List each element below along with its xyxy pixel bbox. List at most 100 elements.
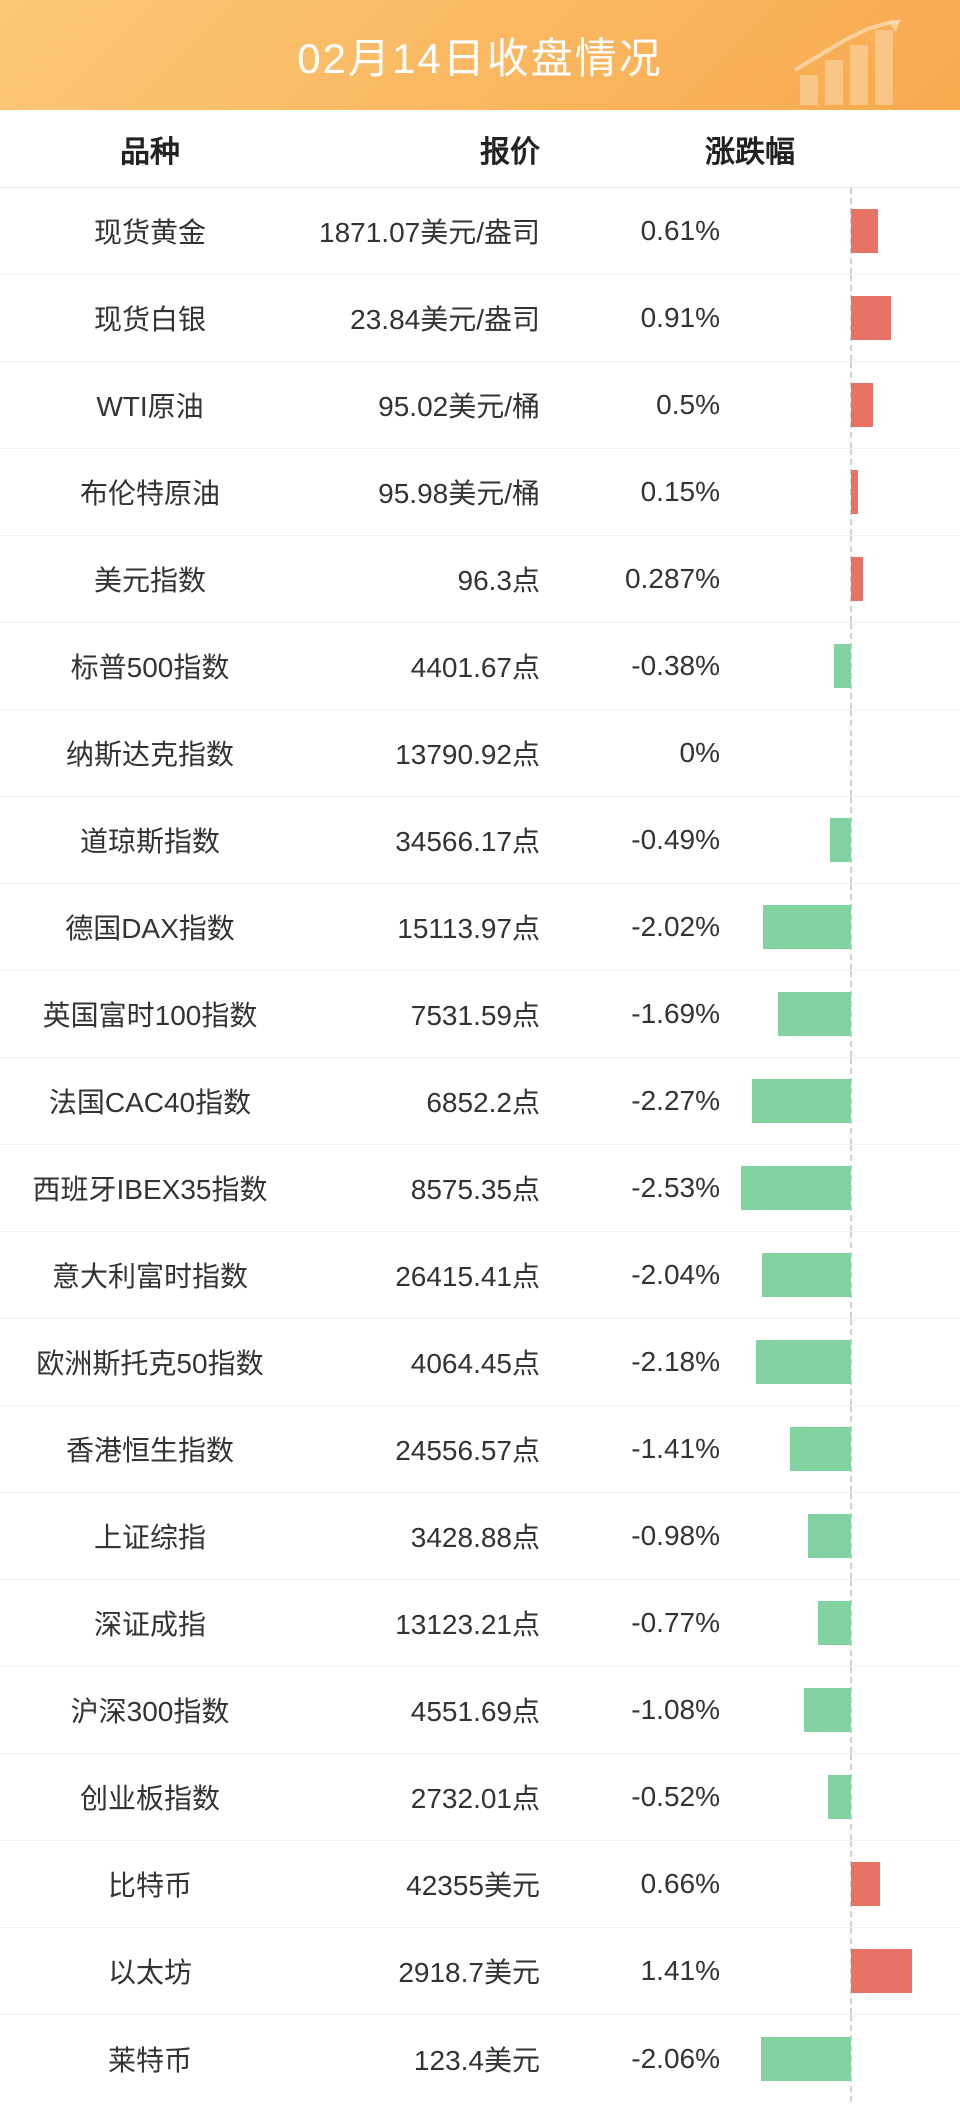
positive-bar — [851, 557, 863, 601]
table-row: 西班牙IBEX35指数8575.35点-2.53% — [0, 1145, 960, 1232]
negative-bar — [790, 1427, 851, 1471]
cell-price: 1871.07美元/盎司 — [300, 211, 560, 251]
table-row: 香港恒生指数24556.57点-1.41% — [0, 1406, 960, 1493]
cell-price: 2918.7美元 — [300, 1951, 560, 1991]
table-row: 现货白银23.84美元/盎司0.91% — [0, 275, 960, 362]
negative-bar — [741, 1166, 851, 1210]
cell-instrument-name: 法国CAC40指数 — [0, 1081, 300, 1121]
cell-instrument-name: 标普500指数 — [0, 646, 300, 686]
table-row: 道琼斯指数34566.17点-0.49% — [0, 797, 960, 884]
cell-price: 23.84美元/盎司 — [300, 298, 560, 338]
cell-change-bar — [740, 449, 960, 535]
cell-change-pct: -2.18% — [560, 1346, 740, 1378]
cell-price: 95.02美元/桶 — [300, 385, 560, 425]
positive-bar — [851, 470, 858, 514]
cell-price: 24556.57点 — [300, 1429, 560, 1469]
header-title: 02月14日收盘情况 — [297, 25, 662, 86]
cell-change-pct: -2.06% — [560, 2043, 740, 2075]
cell-instrument-name: 香港恒生指数 — [0, 1429, 300, 1469]
cell-change-bar — [740, 275, 960, 361]
cell-instrument-name: 现货黄金 — [0, 211, 300, 251]
negative-bar — [761, 2037, 851, 2081]
rising-chart-icon — [790, 20, 930, 110]
cell-price: 3428.88点 — [300, 1516, 560, 1556]
negative-bar — [804, 1688, 851, 1732]
cell-instrument-name: 沪深300指数 — [0, 1690, 300, 1730]
table-row: 标普500指数4401.67点-0.38% — [0, 623, 960, 710]
positive-bar — [851, 209, 878, 253]
cell-change-pct: -0.38% — [560, 650, 740, 682]
cell-change-pct: 0.61% — [560, 215, 740, 247]
cell-instrument-name: 上证综指 — [0, 1516, 300, 1556]
table-row: 现货黄金1871.07美元/盎司0.61% — [0, 188, 960, 275]
positive-bar — [851, 383, 873, 427]
cell-instrument-name: 德国DAX指数 — [0, 907, 300, 947]
cell-instrument-name: 欧洲斯托克50指数 — [0, 1342, 300, 1382]
table-row: 纳斯达克指数13790.92点0% — [0, 710, 960, 797]
market-table: 品种 报价 涨跌幅 现货黄金1871.07美元/盎司0.61%现货白银23.84… — [0, 110, 960, 2102]
cell-change-bar — [740, 362, 960, 448]
cell-change-bar — [740, 623, 960, 709]
cell-change-pct: -0.77% — [560, 1607, 740, 1639]
cell-change-pct: -0.98% — [560, 1520, 740, 1552]
positive-bar — [851, 296, 891, 340]
cell-change-bar — [740, 1928, 960, 2014]
table-row: 比特币42355美元0.66% — [0, 1841, 960, 1928]
cell-change-pct: -0.52% — [560, 1781, 740, 1813]
table-row: 布伦特原油95.98美元/桶0.15% — [0, 449, 960, 536]
cell-instrument-name: 创业板指数 — [0, 1777, 300, 1817]
cell-change-bar — [740, 1319, 960, 1405]
cell-price: 8575.35点 — [300, 1168, 560, 1208]
table-row: WTI原油95.02美元/桶0.5% — [0, 362, 960, 449]
cell-change-pct: 0.287% — [560, 563, 740, 595]
cell-price: 13123.21点 — [300, 1603, 560, 1643]
cell-price: 123.4美元 — [300, 2039, 560, 2079]
cell-instrument-name: 英国富时100指数 — [0, 994, 300, 1034]
cell-change-bar — [740, 1406, 960, 1492]
cell-price: 42355美元 — [300, 1864, 560, 1904]
market-close-table: 02月14日收盘情况 品种 报价 涨跌幅 现货黄金1871.07美元/盎司0.6… — [0, 0, 960, 2102]
cell-instrument-name: 道琼斯指数 — [0, 820, 300, 860]
cell-instrument-name: WTI原油 — [0, 385, 300, 425]
table-row: 以太坊2918.7美元1.41% — [0, 1928, 960, 2015]
cell-change-pct: 0.5% — [560, 389, 740, 421]
cell-price: 4401.67点 — [300, 646, 560, 686]
cell-change-bar — [740, 188, 960, 274]
cell-change-bar — [740, 1580, 960, 1666]
table-row: 创业板指数2732.01点-0.52% — [0, 1754, 960, 1841]
header-banner: 02月14日收盘情况 — [0, 0, 960, 110]
cell-change-bar — [740, 1058, 960, 1144]
cell-change-bar — [740, 1667, 960, 1753]
negative-bar — [762, 1253, 851, 1297]
negative-bar — [808, 1514, 851, 1558]
cell-change-bar — [740, 797, 960, 883]
cell-price: 13790.92点 — [300, 733, 560, 773]
col-header-change: 涨跌幅 — [560, 127, 960, 171]
table-row: 英国富时100指数7531.59点-1.69% — [0, 971, 960, 1058]
cell-change-pct: 1.41% — [560, 1955, 740, 1987]
cell-price: 6852.2点 — [300, 1081, 560, 1121]
cell-instrument-name: 布伦特原油 — [0, 472, 300, 512]
table-row: 莱特币123.4美元-2.06% — [0, 2015, 960, 2102]
cell-change-bar — [740, 1754, 960, 1840]
cell-change-bar — [740, 1841, 960, 1927]
cell-change-bar — [740, 536, 960, 622]
cell-change-pct: -1.08% — [560, 1694, 740, 1726]
table-header-row: 品种 报价 涨跌幅 — [0, 110, 960, 188]
cell-change-bar — [740, 1232, 960, 1318]
cell-change-bar — [740, 971, 960, 1057]
table-row: 意大利富时指数26415.41点-2.04% — [0, 1232, 960, 1319]
cell-change-bar — [740, 2015, 960, 2102]
negative-bar — [830, 818, 851, 862]
cell-instrument-name: 现货白银 — [0, 298, 300, 338]
cell-instrument-name: 莱特币 — [0, 2039, 300, 2079]
bar-zero-axis — [850, 710, 852, 796]
table-row: 美元指数96.3点0.287% — [0, 536, 960, 623]
cell-price: 95.98美元/桶 — [300, 472, 560, 512]
table-row: 深证成指13123.21点-0.77% — [0, 1580, 960, 1667]
col-header-price: 报价 — [300, 127, 560, 171]
cell-instrument-name: 深证成指 — [0, 1603, 300, 1643]
table-row: 法国CAC40指数6852.2点-2.27% — [0, 1058, 960, 1145]
negative-bar — [763, 905, 851, 949]
cell-price: 2732.01点 — [300, 1777, 560, 1817]
